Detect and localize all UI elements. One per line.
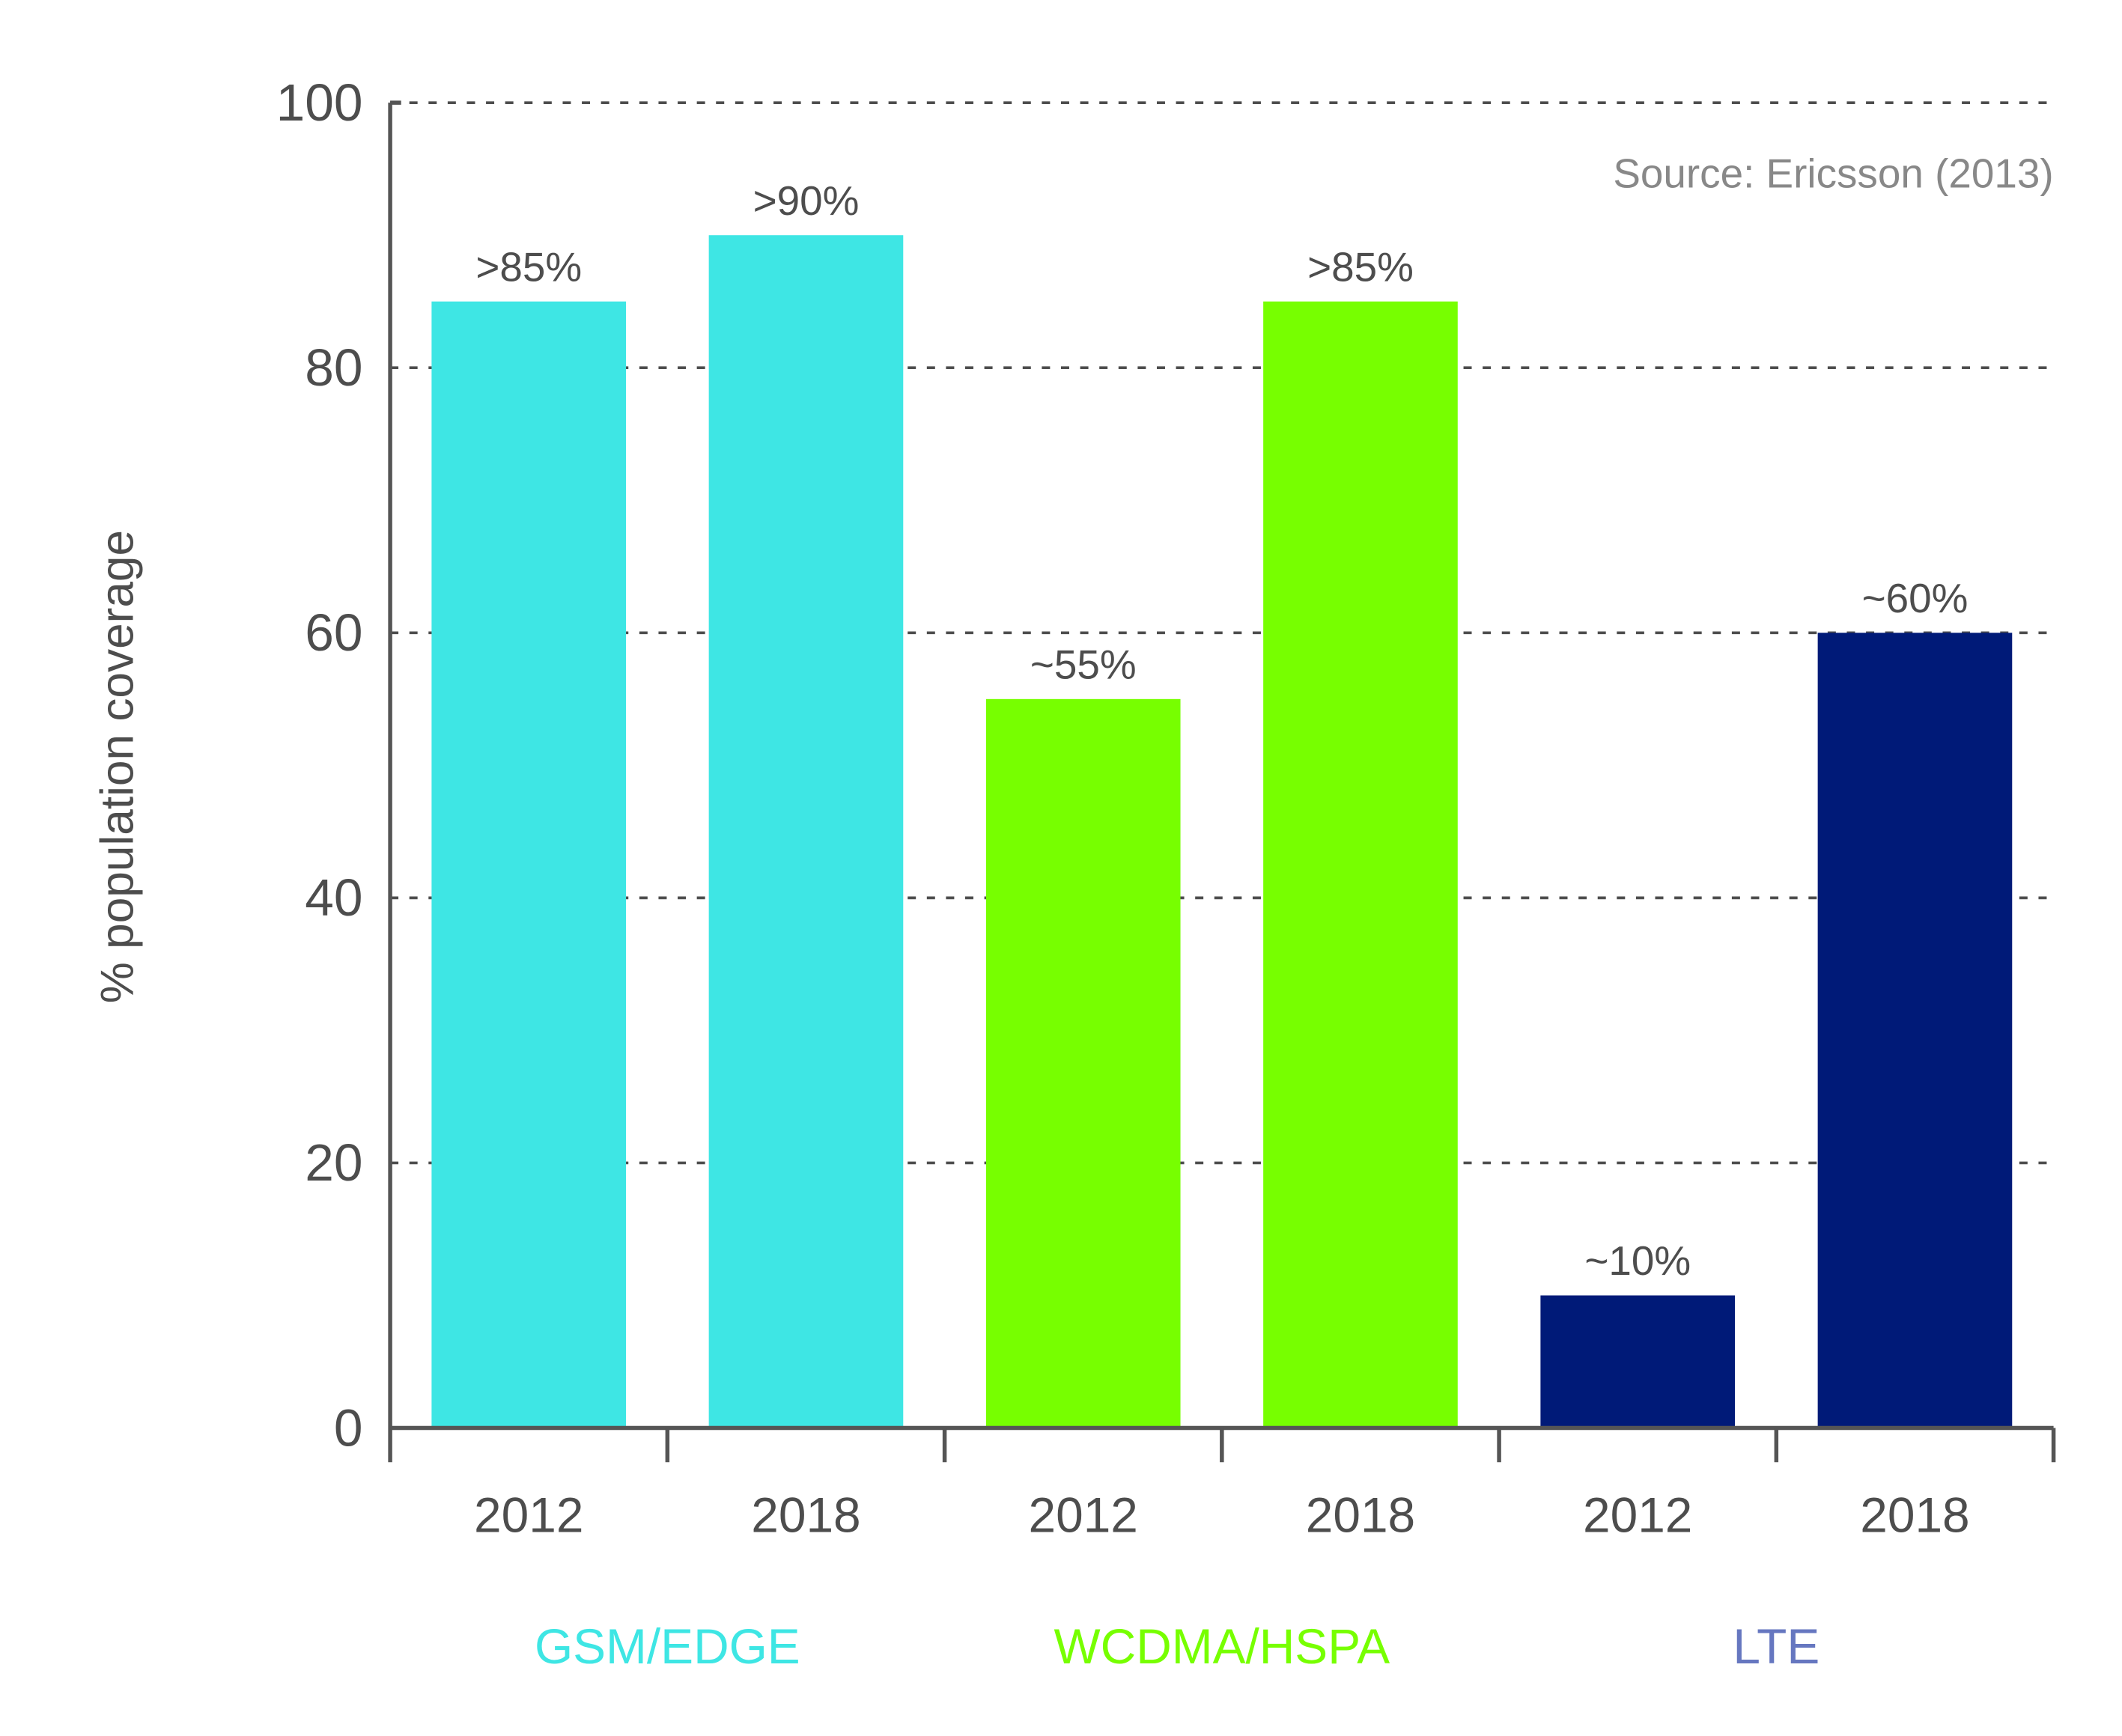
x-tick-label: 2018	[1860, 1487, 1969, 1542]
y-axis-label: % population coverage	[91, 530, 143, 1003]
data-label: >85%	[475, 243, 582, 290]
data-label: ~10%	[1584, 1237, 1691, 1284]
axes	[388, 100, 2056, 1463]
bars	[431, 235, 2013, 1428]
data-label: >85%	[1307, 243, 1414, 290]
bar-wcdma-hspa-2018	[1263, 301, 1458, 1428]
group-label: LTE	[1733, 1618, 1819, 1674]
labels: 0 20 40 60 80 100 >85% 2012 >90% 2018 ~55% 2012 >85%…	[276, 73, 1970, 1674]
bar-wcdma-hspa-2012	[985, 698, 1181, 1428]
data-label: ~55%	[1030, 641, 1137, 687]
gridlines	[390, 101, 2054, 1165]
y-tick-label: 40	[305, 868, 362, 927]
group-label: WCDMA/HSPA	[1054, 1618, 1390, 1674]
bar-lte-2012	[1540, 1295, 1736, 1428]
bar-lte-2018	[1817, 633, 2013, 1428]
group-label: GSM/EDGE	[535, 1618, 800, 1674]
bar-gsm-edge-2018	[708, 235, 904, 1428]
x-tick-label: 2012	[474, 1487, 583, 1542]
y-tick-label: 60	[305, 603, 362, 662]
x-tick-label: 2018	[751, 1487, 860, 1542]
y-tick-label: 20	[305, 1133, 362, 1192]
data-label: >90%	[753, 177, 860, 224]
bar-gsm-edge-2012	[431, 301, 627, 1428]
x-tick-label: 2012	[1028, 1487, 1137, 1542]
y-tick-label: 80	[305, 338, 362, 397]
x-tick-label: 2012	[1583, 1487, 1692, 1542]
data-label: ~60%	[1862, 575, 1969, 621]
y-tick-label: 100	[276, 73, 363, 132]
y-tick-label: 0	[334, 1398, 363, 1457]
source-annotation: Source: Ericsson (2013)	[1613, 150, 2053, 197]
x-tick-label: 2018	[1306, 1487, 1415, 1542]
